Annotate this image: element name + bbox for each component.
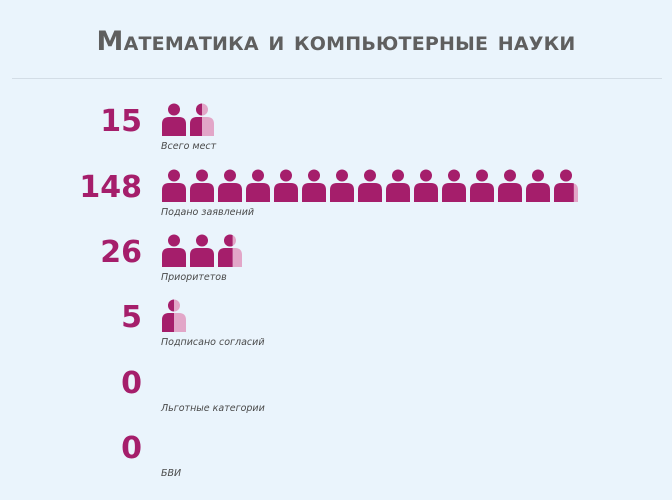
row-total-places: 15 Всего мест (0, 102, 672, 162)
row-value: 148 (79, 170, 142, 205)
person-icons (162, 234, 242, 267)
row-value: 0 (121, 431, 142, 466)
person-icon (470, 169, 494, 202)
row-label: Подано заявлений (161, 207, 255, 218)
person-icon (442, 169, 466, 202)
row-value: 5 (121, 300, 142, 335)
person-icon (162, 169, 186, 202)
row-label: Приоритетов (161, 272, 227, 283)
person-icon (162, 234, 186, 267)
person-icon (162, 299, 186, 332)
person-icon (218, 234, 242, 267)
title-divider (12, 78, 662, 79)
row-bvi: 0 БВИ (0, 429, 672, 489)
person-icon (218, 169, 242, 202)
person-icon (190, 169, 214, 202)
person-icon (386, 169, 410, 202)
person-icon (246, 169, 270, 202)
person-icons (162, 103, 214, 136)
person-icon (302, 169, 326, 202)
person-icon (274, 169, 298, 202)
person-icons (161, 429, 661, 467)
row-label: Подписано согласий (161, 337, 265, 348)
row-benefit-categories: 0 Льготные категории (0, 364, 672, 424)
row-value: 0 (121, 366, 142, 401)
person-icon (358, 169, 382, 202)
row-label: Всего мест (161, 141, 217, 152)
row-value: 15 (100, 104, 142, 139)
row-label: БВИ (161, 468, 182, 479)
person-icon (190, 234, 214, 267)
person-icon (162, 103, 186, 136)
person-icons (161, 364, 661, 402)
person-icon (330, 169, 354, 202)
row-priorities: 26 Приоритетов (0, 233, 672, 293)
person-icon (414, 169, 438, 202)
person-icons (162, 169, 578, 202)
row-value: 26 (100, 235, 142, 270)
row-label: Льготные категории (161, 403, 265, 414)
person-icons (162, 299, 186, 332)
person-icon (190, 103, 214, 136)
row-consents: 5 Подписано согласий (0, 298, 672, 358)
person-icon (526, 169, 550, 202)
page-title: Математика и компьютерные науки (96, 26, 576, 57)
person-icon (554, 169, 578, 202)
person-icon (498, 169, 522, 202)
row-applications: 148 Подано заявлений (0, 168, 672, 228)
